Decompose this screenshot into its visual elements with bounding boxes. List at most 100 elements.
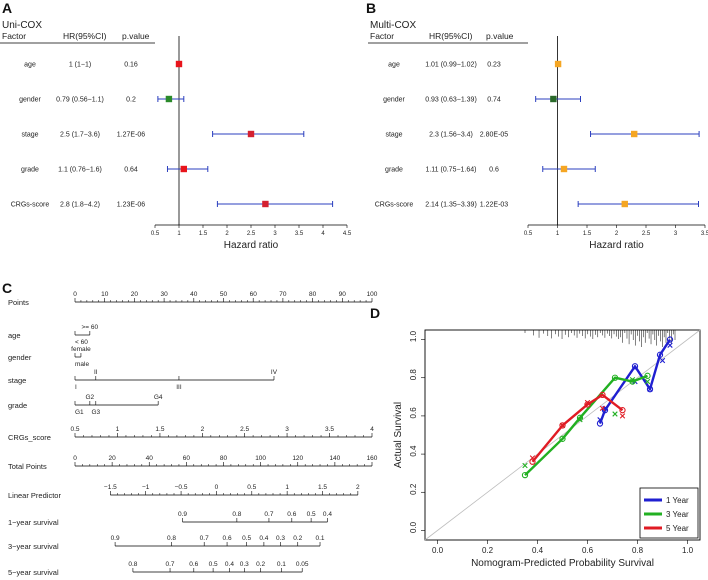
observed-point: [656, 351, 664, 358]
tick-label: 90: [339, 291, 347, 298]
nomogram-row-label: 3−year survival: [8, 542, 59, 551]
x-tick-label: 0.2: [482, 546, 494, 555]
p-value: 1.23E-06: [117, 202, 146, 209]
tick-label: 0.5: [209, 561, 218, 568]
x-tick-label: 0.6: [582, 546, 594, 555]
hr-text: 2.3 (1.56−3.4): [429, 132, 473, 139]
x-tick-label: 3: [273, 231, 277, 237]
p-value: 0.64: [124, 167, 138, 174]
x-axis-title: Hazard ratio: [589, 240, 644, 251]
p-value: 0.16: [124, 62, 138, 69]
panel-label-d: D: [370, 305, 380, 321]
nomogram-row-label: 1−year survival: [8, 518, 59, 527]
observed-point: [611, 374, 619, 381]
category-label: I: [75, 384, 77, 391]
header-pvalue: p.value: [486, 31, 514, 41]
x-tick-label: 3: [674, 231, 678, 237]
nomogram-row-label: Linear Predictor: [8, 491, 61, 500]
p-value: 0.74: [487, 97, 501, 104]
tick-label: 140: [329, 455, 340, 462]
bias-corrected-point: [644, 378, 651, 385]
hr-point: [165, 95, 173, 103]
tick-label: 0.7: [264, 511, 273, 518]
factor-label: age: [388, 62, 400, 69]
observed-point: [521, 471, 529, 479]
nomogram-row-label: Total Points: [8, 462, 47, 471]
observed-point: [619, 407, 626, 414]
p-value: 0.23: [487, 62, 501, 69]
forest-title: Uni-COX: [2, 20, 42, 31]
tick-label: 60: [183, 455, 191, 462]
nomogram-row-label: stage: [8, 376, 26, 385]
factor-label: age: [24, 62, 36, 69]
factor-label: CRGs-score: [11, 202, 50, 209]
hr-text: 1 (1−1): [69, 62, 91, 69]
tick-label: 0.7: [166, 561, 175, 568]
tick-label: 100: [255, 455, 266, 462]
tick-label: 0: [215, 484, 219, 491]
nomogram-row-label: grade: [8, 401, 27, 410]
tick-label: 0.4: [259, 535, 268, 542]
hr-text: 2.14 (1.35−3.39): [425, 202, 477, 209]
category-label: III: [176, 384, 182, 391]
legend-label: 5 Year: [666, 524, 689, 533]
bias-corrected-point: [529, 455, 536, 461]
factor-label: stage: [21, 132, 38, 139]
y-axis-title: Actual Survival: [393, 402, 404, 468]
hr-point: [631, 130, 638, 138]
tick-label: 3.5: [325, 426, 334, 433]
tick-label: 0.4: [323, 511, 332, 518]
tick-label: 160: [367, 455, 378, 462]
bias-corrected-point: [629, 376, 636, 383]
x-tick-label: 2.5: [247, 231, 256, 237]
category-label: >= 60: [82, 324, 99, 331]
bias-corrected-point: [584, 399, 591, 406]
tick-label: 1.5: [155, 426, 164, 433]
tick-label: 80: [220, 455, 228, 462]
category-label: G4: [154, 394, 163, 401]
x-tick-label: 2: [615, 231, 619, 237]
bias-corrected-point: [599, 405, 606, 411]
tick-label: 0.9: [178, 511, 187, 518]
x-tick-label: 0.8: [632, 546, 644, 555]
hr-text: 0.93 (0.63−1.39): [425, 97, 477, 104]
hr-point: [247, 130, 255, 138]
x-axis-title: Hazard ratio: [224, 240, 279, 251]
tick-label: 20: [109, 455, 117, 462]
tick-label: 0.2: [256, 561, 265, 568]
y-tick-label: 1.0: [409, 330, 418, 342]
tick-label: 4: [370, 426, 374, 433]
hr-point: [621, 200, 628, 208]
tick-label: 10: [101, 291, 109, 298]
tick-label: 0.3: [276, 535, 285, 542]
tick-label: 0: [73, 455, 77, 462]
panel-label-a: A: [2, 0, 12, 16]
bias-corrected-point: [559, 422, 566, 429]
p-value: 2.80E-05: [480, 132, 509, 139]
category-label: G3: [91, 409, 100, 416]
hr-point: [175, 60, 183, 68]
tick-label: 1: [285, 484, 289, 491]
tick-label: 0.6: [189, 561, 198, 568]
tick-label: 0.7: [200, 535, 209, 542]
tick-label: 1: [116, 426, 120, 433]
category-label: IV: [271, 369, 278, 376]
tick-label: 3: [285, 426, 289, 433]
x-tick-label: 0.5: [151, 231, 160, 237]
y-tick-label: 0.8: [409, 369, 418, 381]
factor-label: gender: [383, 97, 405, 104]
x-tick-label: 4.5: [343, 231, 352, 237]
x-tick-label: 0.4: [532, 546, 544, 555]
tick-label: 0.8: [128, 561, 137, 568]
nomogram-row-label: Points: [8, 298, 29, 307]
x-tick-label: 1.5: [583, 231, 592, 237]
x-tick-label: 3.5: [295, 231, 304, 237]
y-tick-label: 0.2: [409, 483, 418, 495]
tick-label: 70: [279, 291, 287, 298]
x-tick-label: 2.5: [642, 231, 651, 237]
bias-corrected-point: [619, 413, 626, 419]
x-tick-label: 1: [556, 231, 560, 237]
tick-label: 30: [160, 291, 168, 298]
